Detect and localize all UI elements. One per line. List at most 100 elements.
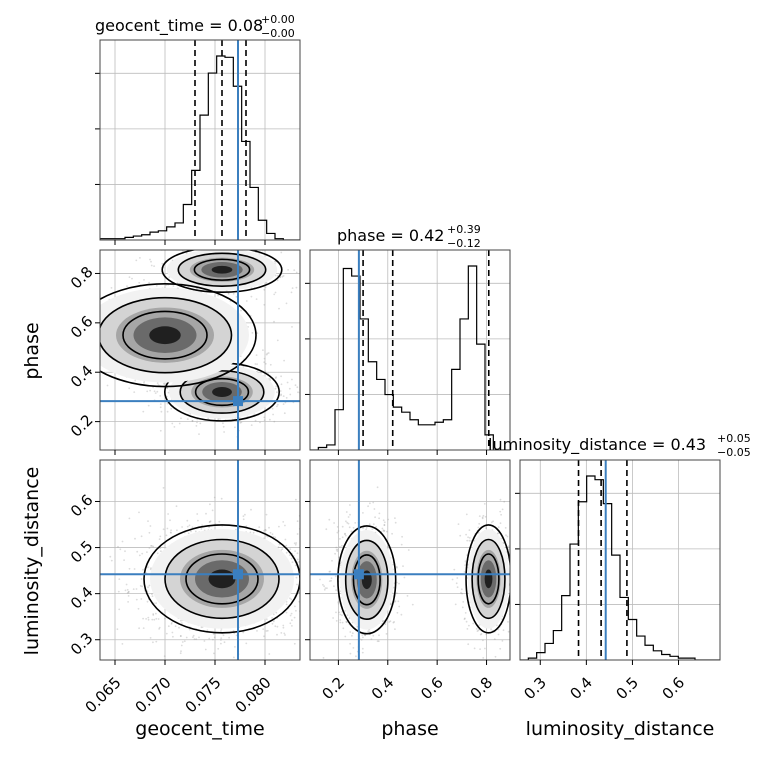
scatter-point <box>244 513 246 516</box>
scatter-point <box>151 618 154 621</box>
scatter-point <box>285 544 288 547</box>
scatter-point <box>142 410 145 413</box>
scatter-point <box>276 405 278 408</box>
scatter-point <box>232 292 235 295</box>
scatter-point <box>322 552 324 554</box>
scatter-point <box>223 641 226 644</box>
scatter-point <box>159 547 162 549</box>
scatter-point <box>152 545 155 548</box>
scatter-point <box>282 624 285 627</box>
scatter-point <box>109 555 112 558</box>
scatter-point <box>337 602 340 605</box>
scatter-point <box>217 418 220 421</box>
scatter-point <box>272 620 275 623</box>
scatter-point <box>165 534 168 537</box>
x-tick-label-geocent-time: 0.080 <box>232 673 275 716</box>
scatter-point <box>293 542 296 545</box>
scatter-point <box>208 521 211 523</box>
scatter-point <box>512 598 514 600</box>
scatter-point <box>147 404 150 407</box>
scatter-point <box>163 655 166 658</box>
scatter-point <box>459 534 462 537</box>
scatter-point <box>285 551 288 554</box>
scatter-point <box>296 520 299 523</box>
scatter-point <box>269 531 272 534</box>
scatter-point <box>250 287 253 289</box>
scatter-point <box>377 640 380 643</box>
scatter-point <box>401 535 403 538</box>
scatter-point <box>484 647 486 650</box>
scatter-point <box>283 359 285 362</box>
scatter-point <box>78 345 80 347</box>
scatter-point <box>228 636 231 639</box>
scatter-point <box>70 360 72 362</box>
scatter-point <box>131 277 133 280</box>
scatter-point <box>211 509 214 512</box>
scatter-point <box>176 282 179 284</box>
scatter-point <box>350 530 353 533</box>
scatter-point <box>123 559 125 561</box>
scatter-point <box>285 302 288 305</box>
scatter-point <box>149 389 152 392</box>
scatter-point <box>168 276 171 278</box>
scatter-point <box>178 626 180 629</box>
scatter-point <box>174 625 177 628</box>
scatter-point <box>173 426 176 428</box>
scatter-point <box>369 665 371 667</box>
scatter-point <box>128 517 131 520</box>
scatter-point <box>284 538 287 541</box>
scatter-point <box>180 644 183 647</box>
scatter-point <box>186 525 189 528</box>
scatter-point <box>394 521 397 524</box>
scatter-point <box>352 526 355 529</box>
scatter-point <box>328 570 331 573</box>
scatter-point <box>221 243 223 245</box>
scatter-point <box>274 625 277 628</box>
scatter-point <box>512 595 514 597</box>
scatter-point <box>178 422 181 425</box>
scatter-point <box>290 612 293 615</box>
scatter-point <box>304 586 306 588</box>
scatter-point <box>465 533 467 536</box>
scatter-point <box>382 620 384 623</box>
scatter-point <box>48 360 50 362</box>
scatter-point <box>482 514 485 517</box>
scatter-point <box>177 672 179 674</box>
scatter-point <box>159 535 162 538</box>
scatter-point <box>319 578 321 581</box>
x-tick-label-geocent-time: 0.075 <box>182 673 225 716</box>
scatter-point <box>512 630 514 632</box>
scatter-point <box>296 386 299 389</box>
scatter-point <box>334 552 336 555</box>
scatter-point <box>313 407 315 409</box>
scatter-point <box>406 595 409 597</box>
scatter-point <box>181 526 184 528</box>
scatter-point <box>336 548 339 551</box>
scatter-point <box>383 521 386 524</box>
scatter-point <box>344 532 346 535</box>
scatter-point <box>336 531 339 534</box>
scatter-point <box>158 628 161 630</box>
scatter-point <box>134 537 136 540</box>
scatter-point <box>266 243 268 245</box>
scatter-point <box>54 353 56 355</box>
scatter-point <box>274 387 277 390</box>
scatter-point <box>280 394 282 397</box>
scatter-point <box>517 581 519 583</box>
scatter-point <box>378 517 380 520</box>
scatter-point <box>402 565 404 567</box>
scatter-point <box>280 375 282 378</box>
scatter-point <box>157 384 160 386</box>
scatter-point <box>263 416 266 419</box>
scatter-point <box>290 598 293 601</box>
scatter-point <box>317 538 319 540</box>
scatter-point <box>523 593 525 595</box>
scatter-point <box>265 618 268 621</box>
scatter-point <box>464 564 467 566</box>
scatter-point <box>323 585 325 588</box>
scatter-point <box>166 386 169 389</box>
scatter-point <box>367 505 369 508</box>
scatter-point <box>89 393 91 395</box>
scatter-point <box>290 557 293 560</box>
scatter-point <box>291 619 293 622</box>
